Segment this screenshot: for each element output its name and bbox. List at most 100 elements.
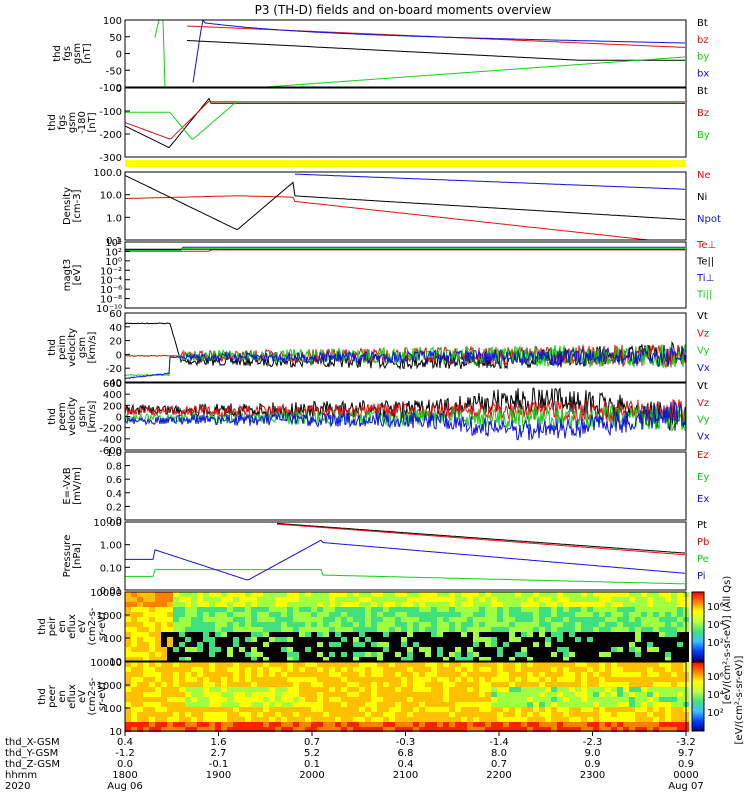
y-axis-label-line: peim [57, 335, 68, 360]
heatmap-cell [485, 677, 491, 682]
heatmap-cell [503, 657, 509, 662]
heatmap-cell [209, 727, 215, 732]
heatmap-cell [161, 627, 167, 632]
heatmap-cell [131, 682, 137, 687]
heatmap-cell [371, 607, 377, 612]
heatmap-cell [389, 687, 395, 692]
heatmap-cell [425, 632, 431, 637]
heatmap-cell [449, 672, 455, 677]
heatmap-cell [341, 602, 347, 607]
heatmap-cell [425, 597, 431, 602]
heatmap-cell [515, 617, 521, 622]
heatmap-cell [455, 642, 461, 647]
heatmap-cell [605, 627, 611, 632]
heatmap-cell [527, 652, 533, 657]
y-tick-label: 10⁻¹⁰ [96, 304, 122, 315]
heatmap-cell [497, 722, 503, 727]
heatmap-cell [149, 592, 155, 597]
heatmap-cell [527, 617, 533, 622]
y-tick-label: 600 [103, 379, 122, 390]
heatmap-cell [395, 597, 401, 602]
heatmap-cell [227, 687, 233, 692]
heatmap-cell [521, 702, 527, 707]
heatmap-cell [635, 687, 641, 692]
heatmap-cell [575, 657, 581, 662]
heatmap-cell [317, 722, 323, 727]
heatmap-cell [257, 722, 263, 727]
heatmap-cell [653, 642, 659, 647]
heatmap-cell [413, 652, 419, 657]
heatmap-cell [335, 677, 341, 682]
heatmap-cell [533, 647, 539, 652]
heatmap-cell [245, 627, 251, 632]
heatmap-cell [257, 637, 263, 642]
heatmap-cell [449, 612, 455, 617]
heatmap-cell [233, 602, 239, 607]
heatmap-cell [587, 642, 593, 647]
heatmap-cell [587, 682, 593, 687]
heatmap-cell [395, 632, 401, 637]
heatmap-cell [305, 642, 311, 647]
heatmap-cell [143, 617, 149, 622]
heatmap-cell [353, 692, 359, 697]
heatmap-cell [479, 597, 485, 602]
heatmap-cell [593, 697, 599, 702]
heatmap-cell [521, 712, 527, 717]
heatmap-cell [467, 637, 473, 642]
heatmap-cell [323, 597, 329, 602]
heatmap-cell [497, 597, 503, 602]
heatmap-cell [341, 622, 347, 627]
heatmap-cell [149, 627, 155, 632]
heatmap-cell [599, 632, 605, 637]
heatmap-cell [437, 607, 443, 612]
heatmap-cell [221, 702, 227, 707]
heatmap-cell [341, 682, 347, 687]
heatmap-cell [161, 657, 167, 662]
heatmap-cell [569, 687, 575, 692]
heatmap-cell [665, 642, 671, 647]
heatmap-cell [581, 637, 587, 642]
heatmap-cell [305, 652, 311, 657]
heatmap-cell [365, 622, 371, 627]
heatmap-cell [245, 647, 251, 652]
heatmap-cell [557, 722, 563, 727]
heatmap-cell [173, 642, 179, 647]
heatmap-cell [551, 597, 557, 602]
heatmap-cell [221, 672, 227, 677]
heatmap-cell [353, 697, 359, 702]
heatmap-cell [227, 642, 233, 647]
heatmap-cell [563, 677, 569, 682]
heatmap-cell [245, 592, 251, 597]
heatmap-cell [299, 642, 305, 647]
chart-title: P3 (TH-D) fields and on-board moments ov… [255, 3, 552, 17]
heatmap-cell [293, 622, 299, 627]
heatmap-cell [593, 597, 599, 602]
heatmap-cell [413, 682, 419, 687]
y-axis-label-line: velocity [67, 328, 78, 367]
heatmap-cell [155, 637, 161, 642]
heatmap-cell [167, 712, 173, 717]
heatmap-cell [125, 667, 131, 672]
heatmap-cell [593, 632, 599, 637]
legend-Te⊥: Te⊥ [696, 240, 716, 251]
heatmap-cell [215, 697, 221, 702]
heatmap-cell [407, 657, 413, 662]
heatmap-cell [557, 652, 563, 657]
heatmap-cell [587, 612, 593, 617]
heatmap-cell [293, 647, 299, 652]
heatmap-cell [167, 612, 173, 617]
heatmap-cell [599, 727, 605, 732]
heatmap-cell [347, 717, 353, 722]
heatmap-cell [155, 677, 161, 682]
heatmap-cell [431, 712, 437, 717]
heatmap-cell [497, 702, 503, 707]
heatmap-cell [377, 607, 383, 612]
heatmap-cell [623, 727, 629, 732]
heatmap-cell [317, 617, 323, 622]
heatmap-cell [299, 662, 305, 667]
heatmap-cell [347, 602, 353, 607]
heatmap-cell [671, 657, 677, 662]
heatmap-cell [497, 592, 503, 597]
heatmap-cell [365, 637, 371, 642]
heatmap-cell [665, 682, 671, 687]
